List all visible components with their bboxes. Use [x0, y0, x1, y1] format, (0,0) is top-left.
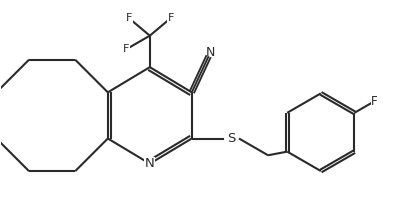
Text: F: F: [371, 95, 378, 108]
Text: F: F: [126, 13, 132, 23]
Text: F: F: [123, 44, 129, 54]
Text: N: N: [145, 157, 155, 170]
Text: N: N: [206, 46, 215, 59]
Text: S: S: [228, 132, 236, 145]
Text: F: F: [167, 13, 174, 23]
